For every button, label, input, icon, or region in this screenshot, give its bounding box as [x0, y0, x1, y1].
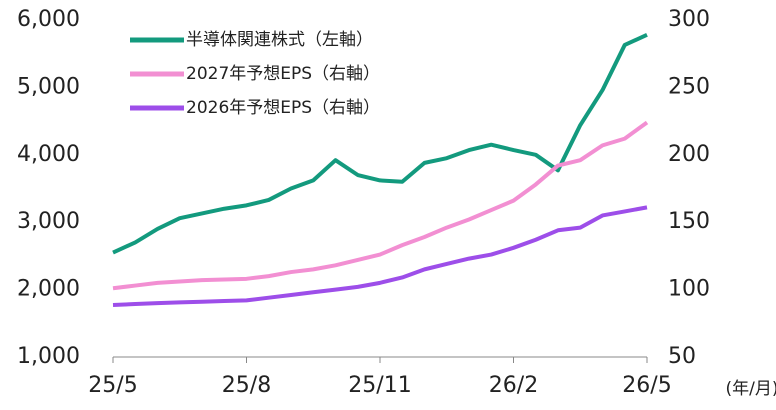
- y2-tick-label: 300: [668, 7, 710, 32]
- series-line: [112, 33, 648, 255]
- y-tick-label: 2,000: [17, 277, 80, 302]
- series-line: [112, 120, 649, 291]
- y-tick-label: 4,000: [17, 142, 80, 167]
- y2-tick-label: 200: [668, 142, 710, 167]
- y2-tick-label: 150: [668, 209, 710, 234]
- y2-tick-label: 250: [668, 74, 710, 99]
- x-tick-label: 25/11: [348, 373, 411, 398]
- x-tick-label: 25/8: [222, 373, 271, 398]
- x-axis-label: (年/月): [726, 379, 776, 399]
- legend-label: 2027年予想EPS（右軸）: [186, 64, 380, 84]
- y-tick-label: 3,000: [17, 209, 80, 234]
- x-tick-label: 26/2: [489, 373, 538, 398]
- y2-tick-label: 50: [668, 344, 696, 369]
- x-tick-label: 25/5: [88, 373, 137, 398]
- legend-label: 2026年予想EPS（右軸）: [186, 98, 380, 118]
- y2-tick-label: 100: [668, 277, 710, 302]
- y-tick-label: 6,000: [17, 7, 80, 32]
- legend-label: 半導体関連株式（左軸）: [186, 30, 373, 50]
- x-tick-label: 26/5: [622, 373, 671, 398]
- y-tick-label: 5,000: [17, 74, 80, 99]
- y-tick-label: 1,000: [17, 344, 80, 369]
- series-line: [112, 205, 648, 307]
